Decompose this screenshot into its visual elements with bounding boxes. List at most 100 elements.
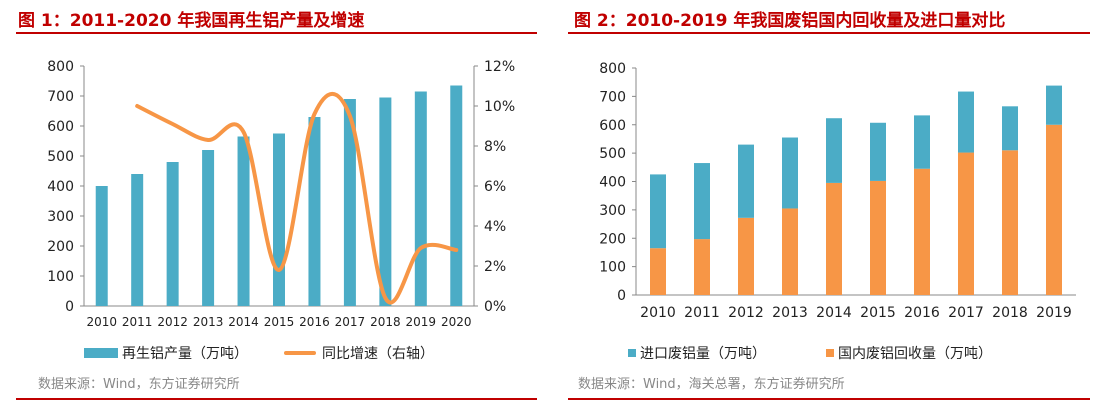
production-bar (414, 91, 427, 306)
import-scrap-bar (958, 91, 974, 153)
legend-import-label: 进口废铝量（万吨） (640, 346, 766, 362)
y-left-tick-label: 200 (47, 239, 74, 255)
domestic-recycling-bar (914, 168, 930, 295)
import-scrap-bar (650, 174, 666, 249)
x-tick-label: 2010 (640, 305, 676, 321)
x-tick-label: 2012 (728, 305, 764, 321)
x-tick-label: 2014 (228, 315, 259, 329)
x-tick-label: 2018 (370, 315, 401, 329)
domestic-recycling-bar (694, 239, 710, 295)
x-tick-label: 2013 (193, 315, 224, 329)
x-tick-label: 2017 (948, 305, 984, 321)
legend-import-swatch (628, 349, 636, 357)
y-left-tick-label: 600 (47, 119, 74, 135)
x-tick-label: 2015 (264, 315, 295, 329)
production-bar (202, 150, 215, 306)
domestic-recycling-bar (738, 217, 754, 295)
left-source-note: 数据来源：Wind，东方证券研究所 (38, 377, 240, 392)
y-tick-label: 500 (599, 146, 626, 162)
x-tick-label: 2016 (299, 315, 330, 329)
x-tick-label: 2018 (992, 305, 1028, 321)
production-bar (379, 97, 392, 306)
import-scrap-bar (1002, 106, 1018, 151)
production-bar (343, 99, 356, 306)
domestic-recycling-bar (650, 248, 666, 295)
import-scrap-bar (782, 137, 798, 209)
production-bar (95, 186, 108, 306)
y-left-tick-label: 0 (65, 299, 74, 315)
y-tick-label: 700 (599, 89, 626, 105)
x-tick-label: 2015 (860, 305, 896, 321)
production-bar (308, 117, 321, 306)
y-right-tick-label: 0% (484, 299, 506, 315)
right-chart-panel: 图 2：2010-2019 年我国废铝国内回收量及进口量对比 0 100 200 30… (548, 0, 1095, 404)
domestic-recycling-bar (1046, 124, 1062, 295)
x-tick-label: 2014 (816, 305, 852, 321)
left-bottom-divider (16, 398, 537, 400)
domestic-recycling-bar (870, 180, 886, 295)
x-tick-label: 2011 (684, 305, 720, 321)
import-scrap-bar (870, 122, 886, 181)
y-right-tick-label: 4% (484, 219, 506, 235)
production-bar (131, 174, 144, 306)
y-left-tick-label: 700 (47, 89, 74, 105)
y-right-tick-label: 6% (484, 179, 506, 195)
legend-bar-swatch (84, 348, 118, 358)
legend-bar-label: 再生铝产量（万吨） (122, 346, 248, 362)
y-left-tick-label: 100 (47, 269, 74, 285)
x-tick-label: 2017 (335, 315, 366, 329)
domestic-recycling-bar (1002, 150, 1018, 295)
import-scrap-bar (738, 144, 754, 218)
import-scrap-bar (694, 163, 710, 240)
right-chart-title: 图 2：2010-2019 年我国废铝国内回收量及进口量对比 (574, 11, 1006, 31)
production-bar (237, 136, 250, 306)
y-tick-label: 100 (599, 260, 626, 276)
y-right-tick-label: 8% (484, 139, 506, 155)
production-bar (166, 162, 179, 306)
y-left-tick-label: 300 (47, 209, 74, 225)
y-left-tick-label: 400 (47, 179, 74, 195)
import-scrap-bar (914, 115, 930, 169)
left-title-divider (16, 32, 537, 34)
domestic-recycling-bar (826, 182, 842, 295)
import-scrap-bar (1046, 85, 1062, 125)
x-tick-label: 2011 (122, 315, 153, 329)
right-title-divider (568, 32, 1090, 34)
x-tick-label: 2013 (772, 305, 808, 321)
right-chart-svg: 0 100 200 300 400 500 600 700 800 2010 2011 2012 201… (599, 61, 1076, 321)
left-chart-svg: 0 100 200 300 400 500 600 700 800 0% 2% 4% 6% 8% 10% 12… (47, 59, 515, 329)
y-tick-label: 400 (599, 175, 626, 191)
legend-domestic-label: 国内废铝回收量（万吨） (838, 346, 992, 362)
left-legend: 再生铝产量（万吨） 同比增速（右轴） (84, 343, 434, 363)
y-right-tick-label: 2% (484, 259, 506, 275)
import-scrap-bar (826, 118, 842, 183)
x-tick-label: 2019 (1036, 305, 1072, 321)
y-right-tick-label: 12% (484, 59, 515, 75)
left-chart-panel: 图 1：2011-2020 年我国再生铝产量及增速 0 100 200 300 400 5… (16, 11, 537, 400)
y-tick-label: 0 (617, 288, 626, 304)
x-tick-label: 2019 (406, 315, 437, 329)
y-tick-label: 200 (599, 231, 626, 247)
x-tick-label: 2010 (86, 315, 117, 329)
growth-line (135, 92, 459, 305)
right-source-note: 数据来源：Wind，海关总署，东方证券研究所 (578, 377, 845, 392)
production-bar (273, 133, 285, 306)
y-left-tick-label: 800 (47, 59, 74, 75)
y-tick-label: 800 (599, 61, 626, 77)
legend-line-swatch (284, 351, 316, 355)
y-tick-label: 600 (599, 118, 626, 134)
x-tick-label: 2020 (441, 315, 472, 329)
domestic-recycling-bar (782, 208, 798, 295)
y-tick-label: 300 (599, 203, 626, 219)
x-tick-label: 2012 (157, 315, 188, 329)
production-bar (450, 85, 463, 306)
right-legend: 进口废铝量（万吨） 国内废铝回收量（万吨） (628, 343, 992, 363)
right-bottom-divider (568, 398, 1090, 400)
y-left-tick-label: 500 (47, 149, 74, 165)
domestic-recycling-bar (958, 152, 974, 295)
legend-line-label: 同比增速（右轴） (322, 346, 434, 362)
x-tick-label: 2016 (904, 305, 940, 321)
legend-domestic-swatch (826, 349, 834, 357)
left-chart-title: 图 1：2011-2020 年我国再生铝产量及增速 (18, 11, 365, 31)
y-right-tick-label: 10% (484, 99, 515, 115)
